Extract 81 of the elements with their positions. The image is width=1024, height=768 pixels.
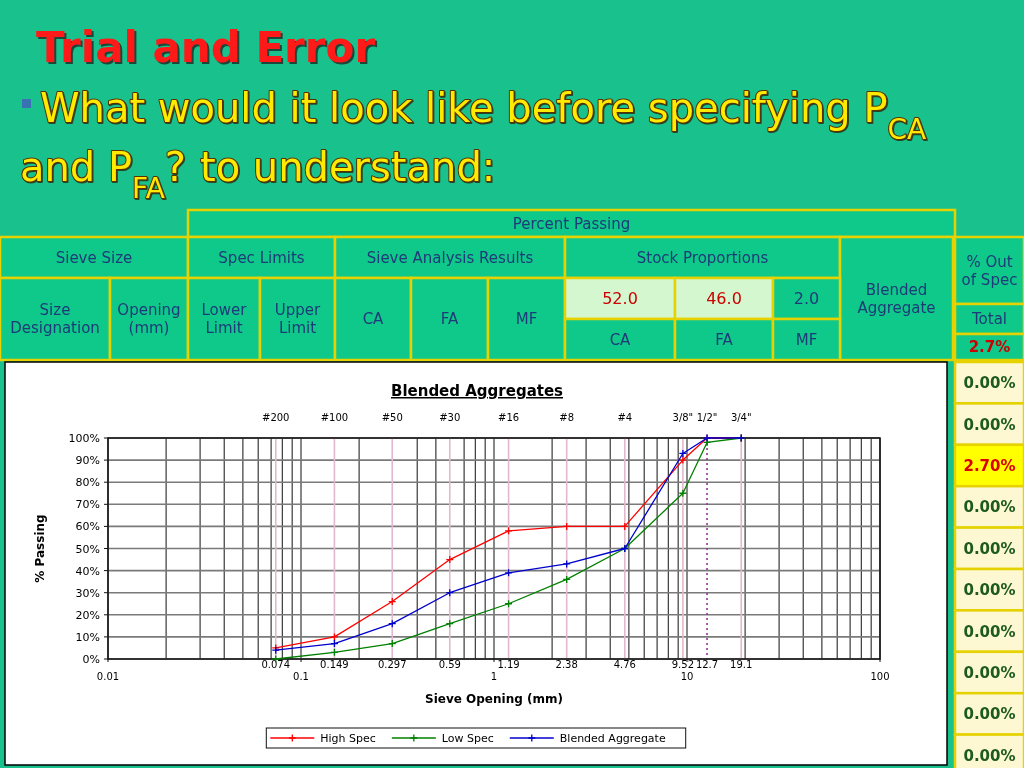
annotation: #30: [439, 412, 461, 423]
point: [678, 449, 688, 458]
y-tick-label: 50%: [75, 542, 100, 556]
annotation: 3/4": [730, 412, 752, 423]
annotation: 0.297: [377, 659, 407, 670]
annotation: 12.7: [695, 659, 719, 670]
text: Lower Limit: [201, 301, 248, 338]
annotation: 0.59: [438, 659, 461, 670]
annotation: 2.38: [555, 659, 578, 670]
x-tick-label: 0.01: [96, 671, 120, 682]
annotation: 9.52: [671, 659, 695, 670]
y-tick-label: 20%: [75, 608, 100, 622]
point: [678, 489, 688, 498]
text: Upper Limit: [274, 301, 322, 338]
text: 2.0: [793, 289, 820, 309]
text: 0.00%: [963, 415, 1016, 434]
text: 0.00%: [963, 539, 1016, 558]
text: Spec Limits: [218, 248, 305, 267]
y-tick-label: 10%: [75, 630, 100, 644]
point: [330, 632, 339, 642]
x-tick-label: 10: [680, 671, 694, 682]
point: [678, 455, 688, 465]
y-tick-label: 70%: [75, 498, 100, 512]
text: FA: [440, 310, 459, 329]
text: CA: [362, 310, 385, 329]
x-tick-label: 0.1: [293, 671, 309, 682]
annotation: 1/2": [696, 412, 718, 423]
text: 46.0: [706, 289, 742, 309]
text: 2.70%: [963, 456, 1016, 475]
annotation: 3/8": [672, 412, 694, 423]
annotation: 1.19: [497, 659, 520, 670]
annotation: #4: [617, 412, 633, 423]
annotation: #200: [262, 412, 290, 423]
text: MF: [795, 330, 818, 349]
y-tick-label: 30%: [75, 586, 100, 600]
y-tick-label: 100%: [68, 432, 100, 445]
text: Sieve Analysis Results: [366, 248, 534, 267]
text: 0.00%: [963, 746, 1016, 765]
annotation: #50: [381, 412, 403, 423]
legend-label: Low Spec: [441, 732, 494, 745]
legend-label: High Spec: [320, 732, 376, 745]
text: Stock Proportions: [636, 248, 769, 267]
text: Size Designation: [10, 301, 100, 338]
text: CA: [609, 330, 632, 349]
annotation: 0.149: [320, 659, 349, 670]
text: Total: [970, 310, 1008, 329]
y-axis-title: % Passing: [33, 514, 47, 583]
text: FA: [715, 330, 734, 349]
text: 0.00%: [963, 663, 1016, 682]
y-tick-label: 90%: [75, 454, 100, 468]
text: 0.00%: [963, 581, 1016, 600]
point: [562, 559, 571, 569]
x-tick-label: 100: [870, 671, 890, 682]
legend-label: Blended Aggregate: [559, 732, 666, 745]
text: to understand:: [200, 144, 496, 190]
y-tick-label: 80%: [75, 476, 100, 490]
text: 0.00%: [963, 374, 1016, 393]
text: % Out of Spec: [961, 252, 1018, 289]
annotation: #16: [498, 412, 520, 423]
text: 0.00%: [963, 498, 1016, 517]
annotation: #8: [559, 412, 575, 423]
text: 0.00%: [963, 622, 1016, 641]
text: Percent Passing: [512, 214, 631, 233]
text: 52.0: [602, 289, 638, 309]
y-tick-label: 60%: [75, 520, 100, 534]
chart-title: Blended Aggregates: [390, 382, 564, 400]
x-tick-label: 1: [490, 671, 498, 682]
x-axis-title: Sieve Opening (mm): [425, 692, 563, 706]
annotation: 19.1: [730, 659, 753, 670]
text: 2.7%: [968, 338, 1011, 357]
annotation: 4.76: [613, 659, 636, 670]
y-tick-label: 40%: [75, 564, 100, 578]
annotation: 0.074: [261, 659, 291, 670]
text: 0.00%: [963, 705, 1016, 724]
text: Blended Aggregate: [857, 280, 936, 317]
text: Opening (mm): [117, 301, 181, 338]
text: MF: [515, 310, 538, 329]
text: Sieve Size: [55, 248, 133, 267]
text: Trial and Error: [36, 23, 376, 72]
y-tick-label: 0%: [82, 653, 100, 666]
annotation: #100: [320, 412, 349, 423]
